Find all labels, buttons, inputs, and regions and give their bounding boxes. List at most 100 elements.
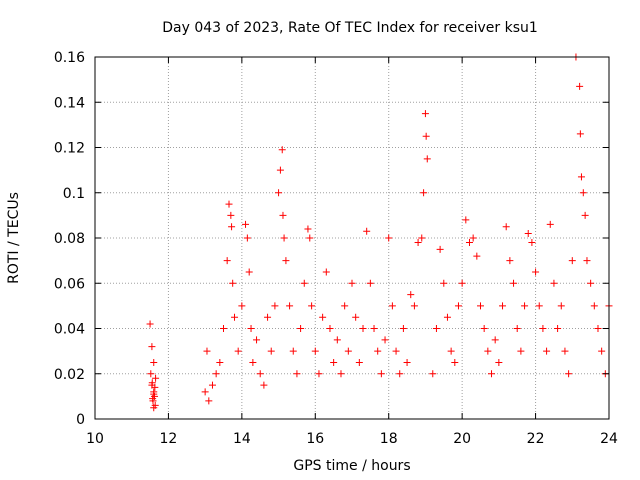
x-ticks: 10 12 14 16 18 20 22 24: [86, 57, 618, 447]
data-point: [385, 234, 393, 242]
data-point: [278, 146, 286, 154]
data-point: [151, 383, 159, 391]
data-point: [249, 358, 257, 366]
y-tick-label: 0.16: [54, 50, 85, 66]
data-point: [577, 173, 585, 181]
data-point: [499, 302, 507, 310]
data-point: [462, 216, 470, 224]
data-point: [546, 220, 554, 228]
data-point: [480, 325, 488, 332]
x-tick-label: 18: [380, 431, 398, 447]
data-point: [420, 189, 428, 197]
chart-title: Day 043 of 2023, Rate Of TEC Index for r…: [162, 20, 538, 36]
data-point: [271, 302, 279, 310]
y-tick-label: 0: [76, 412, 85, 428]
data-point: [148, 343, 156, 351]
data-point: [280, 234, 288, 242]
y-tick-label: 0.02: [54, 367, 85, 383]
data-point: [557, 302, 565, 310]
data-point: [333, 336, 341, 344]
data-point: [264, 313, 272, 321]
data-point: [355, 358, 363, 366]
data-point: [565, 370, 573, 378]
data-point: [352, 313, 360, 321]
data-point: [403, 358, 411, 366]
data-point: [146, 320, 154, 328]
data-point: [423, 155, 431, 163]
x-tick-label: 16: [306, 431, 324, 447]
data-point: [491, 336, 499, 344]
data-point: [260, 381, 268, 389]
data-point: [243, 234, 251, 242]
data-point: [242, 220, 250, 228]
y-tick-label: 0.12: [54, 141, 85, 157]
data-point: [436, 245, 444, 253]
data-point: [414, 239, 422, 247]
data-point: [488, 370, 496, 378]
y-tick-label: 0.14: [54, 95, 85, 111]
data-point: [315, 370, 323, 378]
data-point: [300, 279, 308, 287]
data-point: [238, 302, 246, 310]
data-point: [465, 239, 473, 247]
data-point: [245, 268, 253, 276]
data-point: [275, 189, 283, 197]
x-tick-label: 14: [233, 431, 251, 447]
data-point: [149, 395, 157, 403]
x-tick-label: 22: [527, 431, 545, 447]
data-point: [208, 381, 216, 389]
data-point: [392, 347, 400, 355]
data-point: [216, 358, 224, 366]
data-point: [205, 397, 213, 405]
data-point: [229, 279, 237, 287]
data-point: [234, 347, 242, 355]
data-point: [148, 379, 156, 387]
data-point: [374, 347, 382, 355]
data-point: [322, 268, 330, 276]
data-point: [253, 336, 261, 344]
data-point: [598, 347, 606, 355]
data-point: [289, 347, 297, 355]
data-point: [282, 257, 290, 265]
data-point: [381, 336, 389, 344]
data-point: [150, 390, 158, 398]
data-point: [150, 358, 158, 366]
data-point: [330, 358, 338, 366]
x-tick-label: 20: [453, 431, 471, 447]
data-point: [568, 257, 576, 265]
data-point: [407, 291, 415, 299]
data-point: [150, 404, 158, 412]
data-point: [344, 347, 352, 355]
data-point: [458, 279, 466, 287]
data-point: [477, 302, 484, 310]
data-point: [583, 257, 591, 265]
data-point: [579, 189, 587, 197]
y-axis-label: ROTI / TECUs: [6, 192, 22, 284]
data-point: [510, 279, 518, 287]
y-ticks: 0 0.02 0.04 0.06 0.08 0.1 0.12 0.14 0.16: [54, 50, 609, 428]
data-point: [528, 239, 536, 247]
y-tick-label: 0.1: [63, 186, 85, 202]
y-tick-label: 0.08: [54, 231, 85, 247]
data-point: [304, 225, 312, 233]
data-point: [319, 313, 327, 321]
data-point: [443, 313, 451, 321]
data-point: [308, 302, 316, 310]
data-point: [422, 132, 430, 140]
data-point: [396, 370, 404, 378]
data-point: [432, 325, 440, 332]
data-point: [440, 279, 448, 287]
data-point: [535, 302, 543, 310]
x-tick-label: 12: [160, 431, 178, 447]
data-point: [495, 358, 503, 366]
data-point: [297, 325, 305, 332]
data-point: [377, 370, 385, 378]
data-point: [326, 325, 334, 332]
data-point: [311, 347, 319, 355]
data-point: [201, 388, 209, 396]
data-point: [513, 325, 521, 332]
data-point: [521, 302, 529, 310]
data-point: [370, 325, 378, 332]
data-point: [410, 302, 418, 310]
